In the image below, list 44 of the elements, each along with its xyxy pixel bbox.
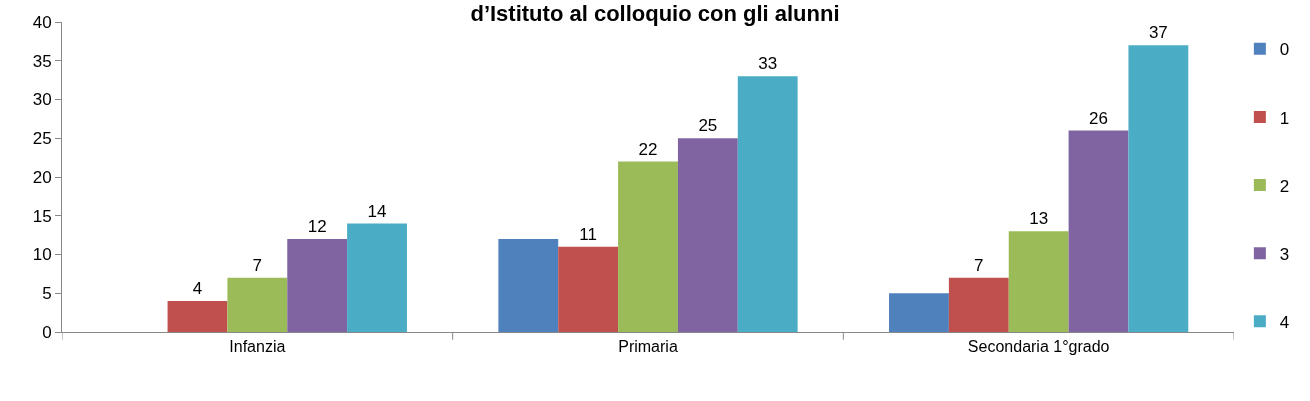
- x-tick-label: Secondaria 1°grado: [967, 338, 1110, 356]
- y-tick-label: 5: [42, 284, 52, 304]
- legend-label: 0: [1279, 40, 1290, 60]
- legend-label: 2: [1279, 176, 1290, 196]
- y-tick-label: 35: [32, 51, 52, 71]
- data-label: 26: [1089, 108, 1108, 128]
- bar: [167, 301, 228, 332]
- legend-label: 4: [1279, 312, 1290, 332]
- y-tick-label: 25: [32, 129, 52, 149]
- data-label: 37: [1148, 23, 1168, 43]
- bar: [347, 223, 407, 332]
- y-tick-label: 40: [32, 12, 52, 32]
- y-tick-label: 15: [32, 206, 52, 226]
- data-label: 4: [192, 279, 203, 298]
- x-tick-label: Infanzia: [229, 338, 286, 356]
- bar: [948, 277, 1009, 332]
- data-label: 12: [307, 217, 327, 236]
- data-label: 14: [367, 201, 387, 221]
- y-tick-label: 10: [32, 245, 52, 265]
- x-tick-label: Primaria: [618, 338, 678, 356]
- bar: [287, 239, 348, 332]
- data-label: 7: [252, 255, 263, 275]
- data-label: 33: [758, 54, 778, 74]
- bar: [1128, 45, 1189, 332]
- data-label: 7: [974, 255, 984, 275]
- bar: [227, 277, 288, 332]
- data-label: 11: [579, 224, 597, 244]
- y-tick-label: 0: [42, 322, 52, 342]
- bar: [737, 76, 798, 332]
- y-tick-label: 30: [32, 90, 52, 110]
- chart-title: d’Istituto al colloquio con gli alunni: [470, 1, 840, 27]
- bar: [677, 138, 738, 332]
- bar: [498, 239, 559, 332]
- bar: [618, 161, 678, 332]
- y-tick-label: 20: [32, 167, 52, 187]
- bar: [1068, 130, 1129, 332]
- legend-label: 3: [1279, 244, 1290, 264]
- bar: [558, 246, 619, 332]
- data-label: 13: [1029, 209, 1049, 229]
- bar: [1008, 231, 1069, 332]
- legend-label: 1: [1279, 108, 1290, 128]
- data-label: 22: [638, 139, 658, 159]
- data-label: 25: [698, 116, 718, 136]
- bar: [889, 293, 949, 332]
